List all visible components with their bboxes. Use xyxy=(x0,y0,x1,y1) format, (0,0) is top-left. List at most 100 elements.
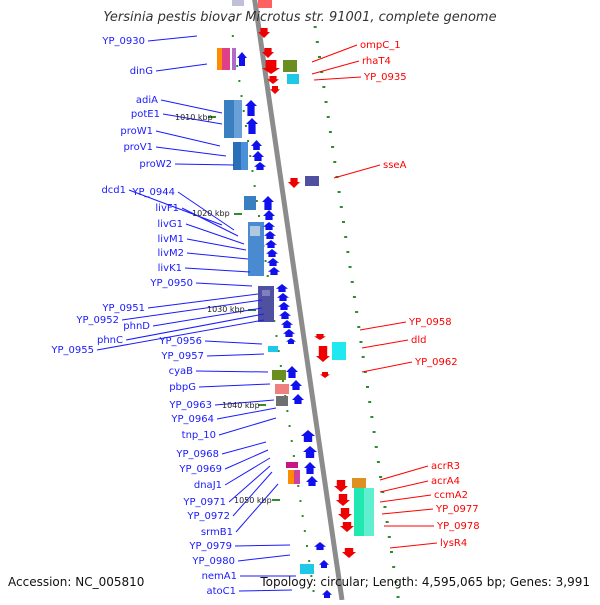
reverse-leader-line xyxy=(311,44,358,63)
forward-gene-arrow xyxy=(281,320,293,328)
forward-gene-arrow xyxy=(279,311,291,319)
forward-gene-label: livM1 xyxy=(158,234,184,245)
reverse-gene-label: dld xyxy=(411,335,426,346)
forward-gene-arrow xyxy=(266,249,278,257)
reverse-gene-label: YP_0935 xyxy=(363,72,407,83)
forward-gene-arrow xyxy=(251,140,262,150)
tick-mark-outer xyxy=(394,581,398,583)
reverse-gene-arrow xyxy=(316,346,330,362)
forward-leader-line xyxy=(238,589,293,592)
forward-gene-arrow xyxy=(267,258,279,266)
forward-gene-arrow xyxy=(263,210,275,220)
tick-mark-outer xyxy=(392,566,396,568)
forward-gene-arrow xyxy=(304,462,316,474)
feature-blocks xyxy=(217,0,374,574)
forward-gene-label: dcd1 xyxy=(101,185,126,196)
forward-leader-line xyxy=(218,417,277,436)
tick-mark-outer xyxy=(331,146,335,148)
tick-mark-inner xyxy=(286,410,289,412)
tick-mark-outer xyxy=(337,191,341,193)
tick-mark-outer xyxy=(381,491,385,493)
forward-gene-arrow xyxy=(278,302,290,310)
feature-block xyxy=(222,48,230,70)
forward-gene-label: livF1 xyxy=(155,203,179,214)
forward-gene-label: potE1 xyxy=(131,109,160,120)
scale-label: 1050 kbp xyxy=(234,496,272,505)
reverse-gene-label: acrA4 xyxy=(431,476,460,487)
forward-gene-label: nemA1 xyxy=(202,571,237,582)
forward-leader-line xyxy=(237,554,291,562)
reverse-leader-line xyxy=(311,60,360,75)
tick-mark-outer xyxy=(313,26,317,28)
forward-leader-line xyxy=(216,407,277,420)
forward-leader-line xyxy=(162,113,223,125)
forward-gene-label: YP_0963 xyxy=(168,400,212,411)
reverse-gene-arrow xyxy=(288,178,300,188)
forward-gene-label: YP_0957 xyxy=(160,351,204,362)
forward-gene-label: livG1 xyxy=(157,219,183,230)
tick-mark-inner xyxy=(266,275,269,277)
forward-leader-line xyxy=(186,252,249,260)
scale-label: 1010 kbp xyxy=(175,113,213,122)
reverse-gene-arrow xyxy=(262,60,280,74)
feature-block xyxy=(332,342,346,360)
feature-block xyxy=(283,60,297,72)
forward-gene-label: YP_0979 xyxy=(188,541,232,552)
forward-gene-label: YP_0951 xyxy=(101,303,145,314)
forward-leader-line xyxy=(174,163,235,166)
reverse-leader-line xyxy=(361,339,409,349)
reverse-leader-line xyxy=(361,361,413,373)
forward-gene-arrow xyxy=(263,222,275,230)
tick-mark-inner xyxy=(253,185,256,187)
forward-gene-label: adiA xyxy=(136,95,158,106)
tick-mark-inner xyxy=(279,365,282,367)
forward-gene-arrow xyxy=(246,118,258,134)
tick-mark-outer xyxy=(359,341,363,343)
reverse-gene-arrow xyxy=(258,28,270,38)
forward-leader-line xyxy=(96,319,265,351)
forward-leader-line xyxy=(147,35,198,42)
tick-mark-outer xyxy=(387,536,391,538)
tick-mark-inner xyxy=(229,20,232,22)
forward-gene-label: tnp_10 xyxy=(182,430,216,441)
reverse-gene-label: ompC_1 xyxy=(360,40,401,51)
tick-mark-outer xyxy=(333,161,337,163)
forward-leader-line xyxy=(214,399,275,406)
forward-leader-line xyxy=(195,370,269,373)
feature-block xyxy=(233,142,241,170)
tick-mark-outer xyxy=(320,71,324,73)
forward-gene-arrow xyxy=(319,560,329,568)
forward-gene-label: atoC1 xyxy=(206,586,236,597)
feature-block xyxy=(244,196,256,210)
forward-leader-line xyxy=(155,63,208,72)
tick-mark-outer xyxy=(350,281,354,283)
feature-block xyxy=(288,470,298,484)
reverse-leader-line xyxy=(379,494,432,503)
tick-mark-outer xyxy=(376,461,380,463)
reverse-leader-line xyxy=(359,321,407,331)
feature-block xyxy=(217,48,222,70)
feature-block xyxy=(234,100,242,138)
tick-mark-outer xyxy=(372,431,376,433)
forward-gene-label: livM2 xyxy=(158,248,184,259)
reverse-gene-label: YP_0962 xyxy=(414,357,458,368)
reverse-gene-arrow xyxy=(267,76,279,84)
feature-block xyxy=(224,100,234,138)
forward-leader-line xyxy=(198,383,271,388)
forward-gene-label: phnC xyxy=(97,335,123,346)
forward-gene-label: livK1 xyxy=(158,263,182,274)
tick-mark-inner xyxy=(255,200,258,202)
forward-gene-label: proW1 xyxy=(120,126,153,137)
reverse-gene-arrow xyxy=(340,522,354,532)
forward-leader-line xyxy=(177,191,235,231)
tick-mark-inner xyxy=(306,545,308,547)
tick-mark-inner xyxy=(242,110,245,112)
tick-mark-inner xyxy=(249,155,252,157)
feature-block xyxy=(364,488,374,536)
scale-label: 1020 kbp xyxy=(192,209,230,218)
forward-gene-label: pbpG xyxy=(169,382,196,393)
forward-gene-arrow xyxy=(322,590,332,598)
reverse-gene-label: YP_0958 xyxy=(408,317,452,328)
gene-labels: YP_0930 dinG adiA potE1 proW1 proV1 proW2 dcd1 Y… xyxy=(50,36,479,597)
reverse-gene-arrow xyxy=(334,480,348,492)
